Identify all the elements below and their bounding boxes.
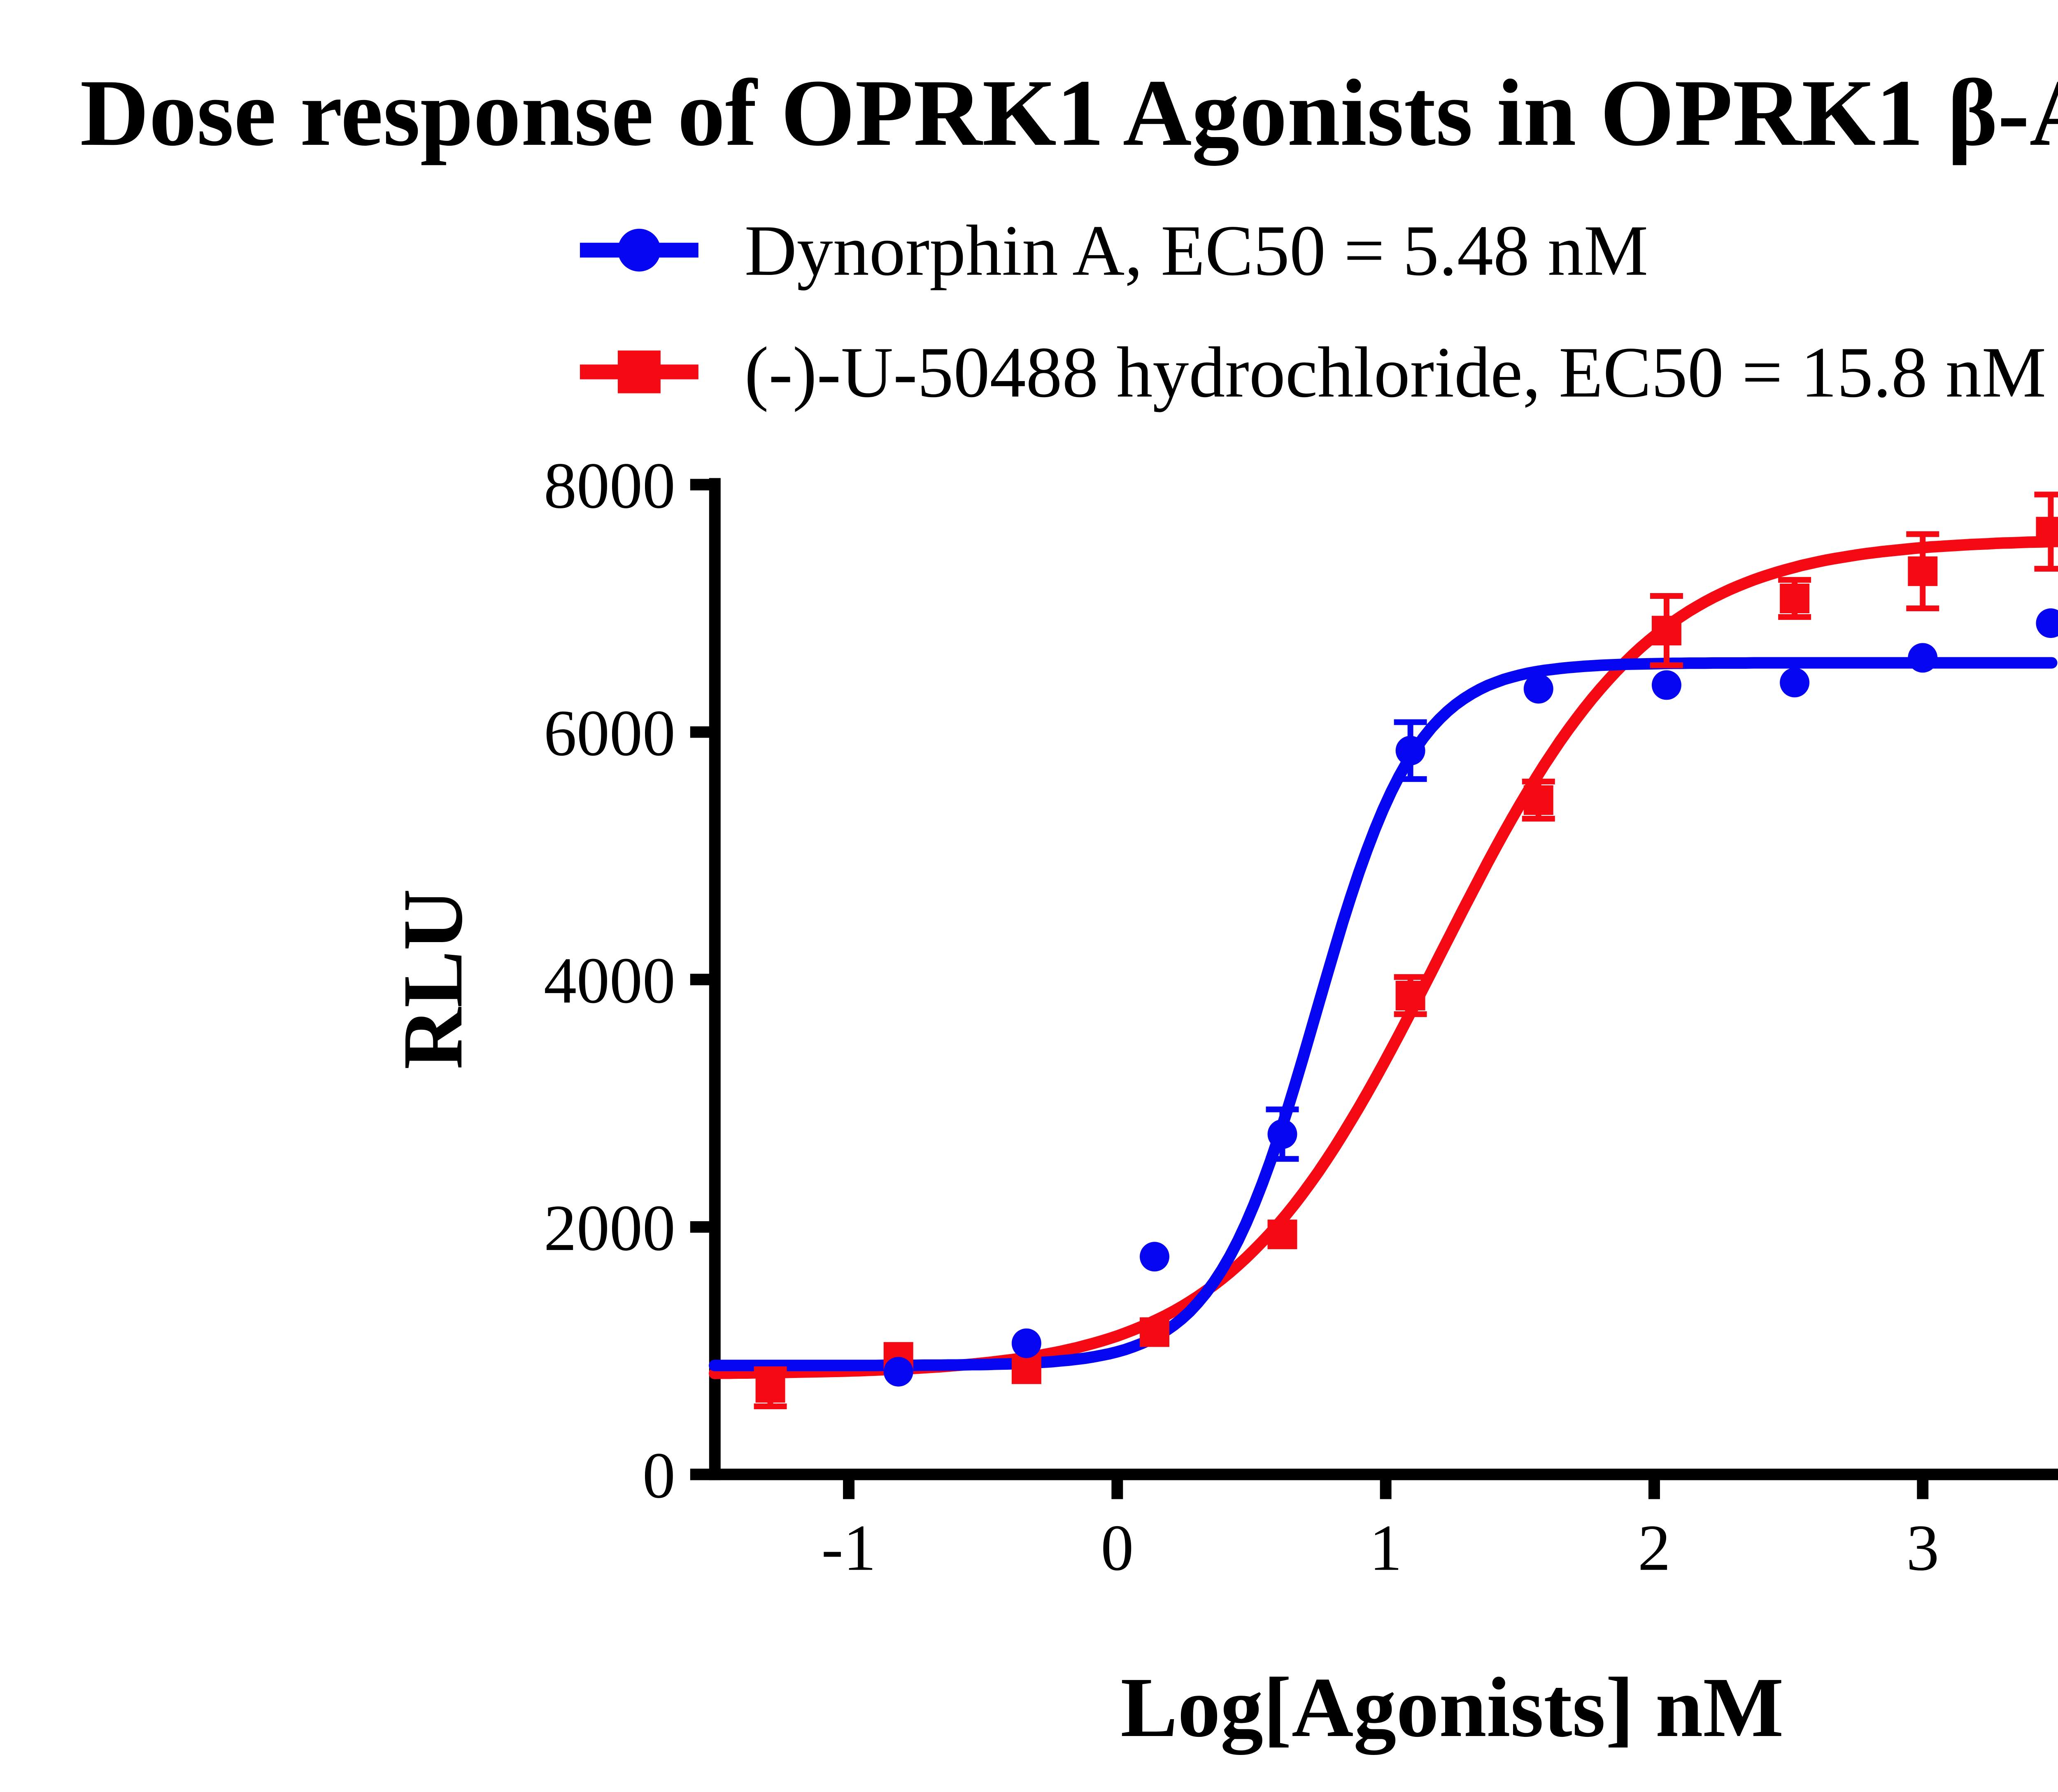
data-point-square bbox=[1395, 981, 1425, 1010]
x-tick-label: 2 bbox=[1638, 1511, 1671, 1584]
data-point-circle bbox=[1011, 1328, 1041, 1358]
data-point-square bbox=[755, 1373, 785, 1403]
x-axis-title: Log[Agonists] nM bbox=[1120, 1660, 1783, 1755]
fit-curve-dynorphin-a bbox=[709, 657, 2058, 1371]
data-point-square bbox=[1523, 785, 1553, 815]
y-axis-title: RLU bbox=[385, 889, 480, 1069]
chart-title: Dose response of OPRK1 Agonists in OPRK1… bbox=[80, 60, 2058, 166]
y-tick-label: 4000 bbox=[544, 944, 675, 1017]
x-tick-label: 0 bbox=[1101, 1511, 1134, 1584]
data-point-circle bbox=[1523, 674, 1553, 704]
data-point-square bbox=[1011, 1354, 1041, 1384]
legend-item-u50488: (-)-U-50488 hydrochloride, EC50 = 15.8 n… bbox=[580, 333, 2046, 413]
data-point-circle bbox=[1267, 1119, 1297, 1149]
y-tick-label: 6000 bbox=[544, 696, 675, 770]
data-point-square bbox=[1140, 1317, 1170, 1347]
x-tick-label: -1 bbox=[821, 1511, 876, 1584]
data-point-circle bbox=[1780, 668, 1810, 698]
legend-square-marker-icon bbox=[617, 350, 661, 393]
data-point-circle bbox=[1140, 1242, 1170, 1272]
y-tick-label: 2000 bbox=[544, 1191, 675, 1264]
legend-item-dynorphin: Dynorphin A, EC50 = 5.48 nM bbox=[580, 211, 1648, 291]
legend-label-dynorphin: Dynorphin A, EC50 = 5.48 nM bbox=[745, 211, 1648, 291]
data-point-square bbox=[1267, 1219, 1297, 1250]
data-point-square bbox=[2036, 517, 2058, 547]
data-point-circle bbox=[883, 1357, 913, 1387]
data-point-square bbox=[1908, 556, 1938, 586]
x-tick-label: 3 bbox=[1906, 1511, 1939, 1584]
data-point-square bbox=[1780, 584, 1810, 614]
data-point-square bbox=[1651, 616, 1681, 646]
x-tick-label: 1 bbox=[1369, 1511, 1402, 1584]
legend-label-u50488: (-)-U-50488 hydrochloride, EC50 = 15.8 n… bbox=[745, 333, 2046, 413]
data-point-circle bbox=[1908, 643, 1938, 673]
legend-circle-marker-icon bbox=[617, 228, 661, 272]
y-tick-label: 0 bbox=[643, 1438, 675, 1512]
data-point-circle bbox=[1651, 670, 1681, 700]
legend: Dynorphin A, EC50 = 5.48 nM (-)-U-50488 … bbox=[580, 211, 2046, 413]
data-point-circle bbox=[1395, 735, 1425, 766]
data-point-circle bbox=[2036, 608, 2058, 638]
y-tick-label: 8000 bbox=[544, 449, 675, 522]
